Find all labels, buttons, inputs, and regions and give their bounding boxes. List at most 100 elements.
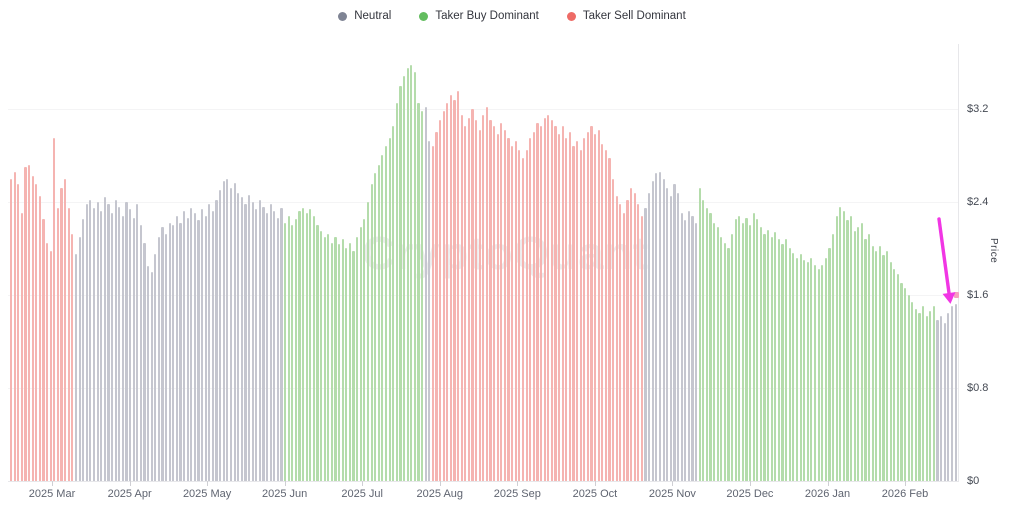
- bar-taker-buy: [334, 236, 337, 481]
- bar-taker-sell: [442, 111, 445, 481]
- bar-taker-sell: [464, 126, 467, 481]
- bar-taker-buy: [911, 301, 914, 481]
- bar-taker-sell: [633, 192, 636, 481]
- bar-taker-sell: [529, 137, 532, 481]
- bar-neutral: [265, 213, 269, 481]
- bar-taker-buy: [752, 213, 755, 481]
- legend-label-taker-sell: Taker Sell Dominant: [582, 10, 686, 22]
- bar-taker-buy: [727, 248, 730, 481]
- bar-taker-buy: [929, 311, 932, 481]
- bar-taker-buy: [294, 219, 297, 481]
- bar-neutral: [193, 213, 197, 481]
- bar-taker-buy: [886, 250, 889, 481]
- bar-neutral: [183, 211, 186, 481]
- bar-neutral: [197, 220, 200, 481]
- legend-item-taker-buy[interactable]: Taker Buy Dominant: [419, 10, 539, 22]
- bar-taker-buy: [370, 184, 373, 481]
- bar-taker-sell: [561, 126, 564, 481]
- bar-neutral: [74, 254, 78, 481]
- bar-taker-sell: [557, 134, 561, 481]
- bar-taker-sell: [594, 134, 597, 481]
- bar-taker-buy: [792, 253, 795, 481]
- bar-taker-buy: [320, 230, 323, 481]
- x-tick-mark: [517, 481, 519, 486]
- bar-neutral: [651, 180, 654, 481]
- bar-neutral: [273, 211, 276, 481]
- bar-neutral: [186, 218, 189, 481]
- bar-taker-buy: [738, 215, 741, 481]
- bar-taker-buy: [291, 225, 294, 481]
- bar-neutral: [276, 218, 279, 481]
- x-tick-mark: [905, 481, 906, 486]
- bar-taker-sell: [604, 149, 608, 481]
- bar-neutral: [233, 183, 236, 481]
- bar-neutral: [940, 315, 943, 481]
- bar-neutral: [96, 201, 99, 481]
- bar-neutral: [179, 222, 182, 481]
- bar-taker-buy: [302, 207, 305, 481]
- bar-taker-buy: [835, 215, 838, 481]
- bar-taker-buy: [803, 259, 806, 481]
- bar-taker-buy: [720, 236, 723, 481]
- bar-taker-sell: [478, 129, 481, 481]
- x-tick-mark: [52, 481, 53, 486]
- bar-taker-sell: [565, 137, 568, 481]
- bar-taker-sell: [511, 146, 514, 481]
- bar-neutral: [954, 304, 957, 481]
- bar-taker-buy: [352, 250, 355, 481]
- legend-item-neutral[interactable]: Neutral: [338, 10, 391, 22]
- bar-neutral: [89, 199, 92, 481]
- legend-item-taker-sell[interactable]: Taker Sell Dominant: [566, 10, 686, 22]
- bar-taker-sell: [46, 242, 49, 481]
- bar-taker-buy: [356, 236, 359, 481]
- x-tick-mark: [362, 481, 364, 486]
- bar-neutral: [204, 215, 207, 481]
- bar-taker-buy: [914, 308, 918, 481]
- bar-taker-buy: [889, 262, 892, 481]
- bar-taker-sell: [20, 213, 23, 481]
- bar-taker-buy: [756, 219, 759, 481]
- bar-taker-sell: [612, 178, 615, 481]
- bar-taker-buy: [813, 264, 817, 481]
- bar-taker-buy: [831, 234, 835, 481]
- bar-neutral: [936, 320, 939, 481]
- bar-taker-buy: [774, 232, 777, 481]
- bar-neutral: [146, 265, 150, 481]
- bar-neutral: [100, 211, 103, 481]
- bar-neutral: [190, 207, 193, 481]
- bar-taker-buy: [298, 211, 301, 481]
- bar-taker-buy: [420, 111, 424, 481]
- bar-neutral: [78, 236, 81, 481]
- bar-taker-sell: [71, 234, 74, 481]
- bar-taker-sell: [583, 137, 586, 481]
- bar-taker-sell: [518, 149, 521, 481]
- bar-taker-buy: [305, 213, 308, 481]
- bar-neutral: [219, 190, 222, 481]
- bar-neutral: [428, 141, 431, 481]
- bar-neutral: [247, 194, 251, 481]
- bar-taker-buy: [283, 222, 287, 481]
- bar-neutral: [222, 180, 225, 481]
- bar-neutral: [424, 106, 427, 481]
- bar-taker-sell: [35, 184, 38, 481]
- bar-taker-buy: [734, 219, 737, 481]
- legend-label-neutral: Neutral: [354, 10, 392, 22]
- bar-taker-buy: [399, 85, 402, 481]
- x-tick-label: 2026 Feb: [881, 488, 929, 500]
- bar-taker-buy: [366, 201, 370, 481]
- bar-taker-buy: [770, 236, 773, 481]
- bar-taker-buy: [867, 234, 871, 481]
- bar-neutral: [208, 204, 211, 481]
- x-tick-label: 2025 Mar: [28, 488, 76, 500]
- bar-taker-buy: [922, 306, 925, 481]
- bar-neutral: [136, 204, 139, 481]
- bar-neutral: [673, 184, 676, 481]
- bar-taker-sell: [24, 166, 27, 481]
- bar-taker-sell: [586, 132, 589, 481]
- bar-taker-buy: [893, 269, 896, 481]
- bar-taker-buy: [907, 294, 910, 481]
- bar-taker-sell: [572, 146, 575, 481]
- bar-taker-sell: [17, 184, 20, 481]
- bar-taker-buy: [767, 229, 770, 481]
